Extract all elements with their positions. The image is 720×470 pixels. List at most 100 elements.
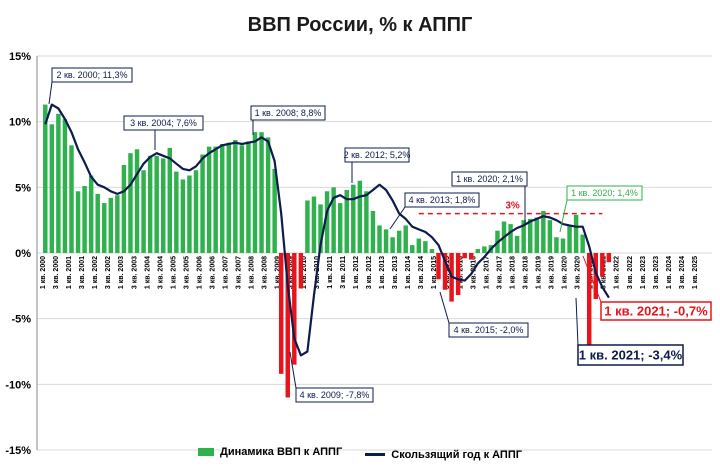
gdp-bar — [56, 113, 61, 253]
gdp-bar — [606, 253, 612, 263]
x-tick-label: 1 кв. 2022 — [614, 256, 621, 289]
x-tick-label: 3 кв. 2011 — [340, 256, 347, 289]
gdp-bar — [324, 191, 330, 253]
annotation-label: 1 кв. 2021; -0,7% — [604, 304, 708, 319]
gdp-bar — [246, 141, 251, 253]
chart-legend: Динамика ВВП к АППГ Скользящий год к АПП… — [0, 446, 720, 461]
gdp-bar — [134, 149, 140, 253]
x-tick-label: 1 кв. 2013 — [379, 256, 386, 289]
gdp-bar — [226, 142, 231, 253]
legend-item-line: Скользящий год к АППГ — [365, 449, 522, 461]
y-tick-label: 0% — [15, 248, 31, 260]
annotation-leader — [559, 199, 568, 233]
x-tick-label: 1 кв. 2004 — [144, 256, 151, 289]
x-tick-label: 3 кв. 2013 — [392, 256, 399, 289]
x-tick-label: 3 кв. 2019 — [549, 256, 556, 289]
annotation-label: 2 кв. 2012; 5,2% — [344, 150, 411, 160]
gdp-bar — [115, 195, 120, 253]
gdp-bar — [344, 189, 349, 253]
annotation-box — [123, 115, 204, 131]
gdp-bar — [370, 210, 376, 253]
gdp-bar — [43, 104, 48, 254]
gdp-bar — [180, 179, 186, 253]
gdp-bar — [586, 253, 592, 356]
x-tick-label: 3 кв. 2024 — [679, 256, 686, 289]
annotation-leader — [389, 206, 406, 230]
gdp-bar — [396, 230, 402, 253]
gdp-bar — [403, 225, 408, 253]
gdp-bar — [560, 238, 566, 253]
annotation-leader — [439, 291, 450, 324]
reference-line-label: 3% — [505, 201, 520, 212]
gdp-bar — [318, 204, 323, 253]
y-tick-label: -10% — [5, 379, 31, 391]
x-tick-label: 1 кв. 2018 — [509, 256, 516, 289]
rolling-year-line — [44, 103, 610, 357]
x-tick-label: 1 кв. 2016 — [457, 256, 464, 289]
gdp-bar — [337, 203, 343, 253]
x-tick-label: 1 кв. 2003 — [118, 256, 125, 289]
gdp-bar — [200, 154, 205, 253]
x-tick-label: 3 кв. 2007 — [236, 256, 243, 289]
annotation-box — [600, 301, 712, 321]
gdp-bar — [390, 237, 395, 253]
gdp-bar — [154, 155, 159, 253]
annotation-box — [566, 185, 643, 201]
legend-swatch-bars — [198, 448, 214, 456]
gdp-bar — [534, 217, 540, 253]
gdp-bar — [265, 137, 271, 253]
x-tick-label: 1 кв. 2006 — [196, 256, 203, 289]
gdp-bar — [580, 234, 585, 253]
x-tick-label: 3 кв. 2015 — [444, 256, 451, 289]
x-tick-label: 1 кв. 2023 — [640, 256, 647, 289]
legend-swatch-line — [365, 453, 386, 456]
annotation-leader — [289, 351, 297, 389]
x-tick-label: 3 кв. 2003 — [131, 256, 138, 289]
annotation-label: 4 кв. 2009; -7,8% — [300, 390, 370, 400]
x-tick-label: 1 кв. 2010 — [301, 256, 308, 289]
x-tick-label: 1 кв. 2020 — [562, 256, 569, 289]
gdp-bar — [285, 253, 290, 398]
y-tick-label: 15% — [9, 51, 31, 63]
gdp-bar — [305, 200, 310, 253]
gdp-bar — [278, 253, 284, 374]
x-tick-label: 3 кв. 2022 — [627, 256, 634, 289]
gdp-bar — [364, 191, 369, 253]
gdp-bar — [88, 175, 94, 253]
gdp-bar — [102, 203, 107, 253]
annotation-box — [451, 171, 528, 187]
gdp-bar — [416, 238, 422, 253]
y-tick-label: 10% — [9, 117, 31, 129]
gdp-bar — [351, 184, 356, 253]
x-tick-label: 3 кв. 2018 — [522, 256, 529, 289]
gdp-bar — [377, 225, 382, 253]
gdp-bar — [567, 225, 572, 253]
gdp-bar — [311, 196, 317, 253]
gdp-bar — [128, 153, 133, 253]
annotation-label: 1 кв. 2020; 2,1% — [456, 174, 523, 184]
gdp-bar — [252, 132, 258, 253]
x-tick-label: 3 кв. 2001 — [79, 256, 86, 289]
legend-label-line: Скользящий год к АППГ — [391, 448, 522, 461]
gdp-bar — [554, 237, 559, 253]
x-tick-label: 3 кв. 2005 — [183, 256, 190, 289]
gdp-bar — [547, 220, 553, 253]
gdp-bar — [469, 253, 474, 260]
annotation-leader — [48, 81, 53, 105]
gdp-bar — [239, 145, 245, 253]
gdp-bar — [62, 119, 68, 253]
y-tick-label: -5% — [11, 314, 31, 326]
gdp-bar — [442, 253, 448, 290]
annotation-box — [577, 344, 684, 366]
gdp-bar — [49, 124, 55, 253]
gdp-bar — [383, 229, 389, 253]
annotation-leader — [575, 297, 579, 346]
gdp-bar — [298, 253, 304, 289]
x-tick-label: 3 кв. 2006 — [210, 256, 217, 289]
gdp-bar — [206, 146, 212, 253]
annotation-label: 1 кв. 2008; 8,8% — [255, 108, 322, 118]
x-tick-label: 3 кв. 2016 — [470, 256, 477, 289]
gdp-bar — [508, 224, 513, 253]
gdp-bar — [292, 253, 297, 365]
